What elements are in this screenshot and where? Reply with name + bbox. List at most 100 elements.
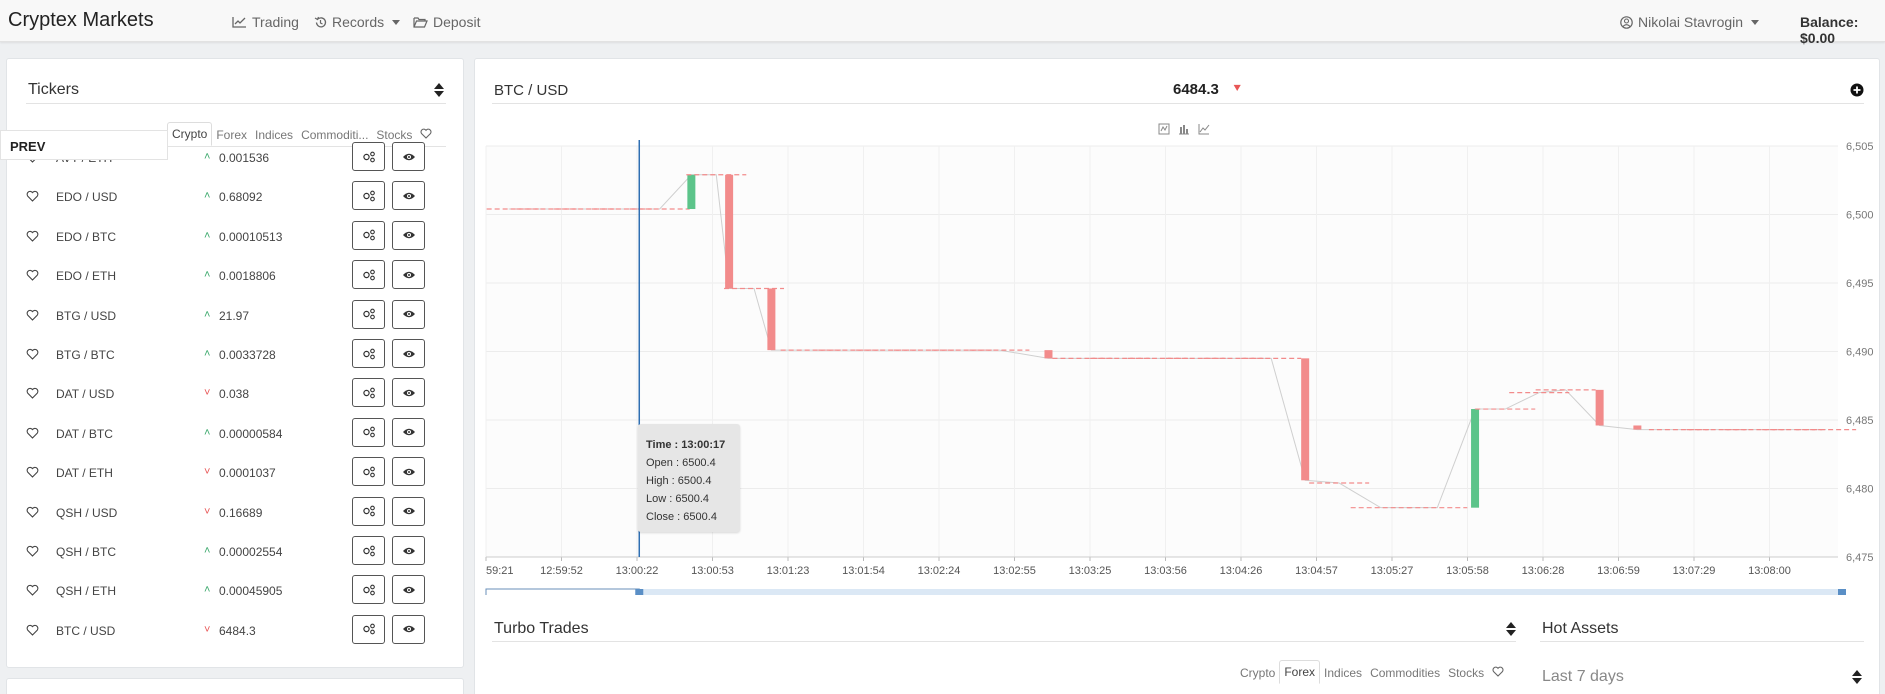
- x-tick-label: 13:03:25: [1069, 565, 1112, 577]
- settings-button[interactable]: [352, 260, 385, 290]
- nav-trading[interactable]: Trading: [232, 14, 299, 30]
- ticker-row[interactable]: EDO / USD ˄ 0.68092: [26, 179, 426, 215]
- gears-icon: [362, 190, 376, 202]
- heart-icon[interactable]: [26, 348, 39, 363]
- watch-button[interactable]: [392, 457, 425, 487]
- ticker-symbol: BTG / USD: [56, 308, 117, 323]
- candle: [767, 288, 776, 351]
- watch-button[interactable]: [392, 220, 425, 250]
- select-arrows-icon[interactable]: [1852, 670, 1862, 684]
- ticker-symbol: EDO / USD: [56, 190, 118, 205]
- tab-favorites[interactable]: [416, 124, 436, 146]
- hot-assets-range-select[interactable]: Last 7 days: [1542, 668, 1624, 685]
- settings-button[interactable]: [352, 299, 385, 329]
- x-tick-label: 13:00:53: [691, 565, 734, 577]
- chevrons-up-icon: ˄: [204, 151, 211, 163]
- ticker-price: 0.00010513: [219, 229, 283, 244]
- chevrons-up-icon: ˄: [204, 269, 211, 282]
- chevron-down-icon: [392, 19, 401, 25]
- settings-button[interactable]: [352, 496, 385, 526]
- ticker-row[interactable]: DAT / ETH ˅ 0.0001037: [26, 455, 426, 491]
- sort-icon[interactable]: [434, 83, 444, 97]
- settings-button[interactable]: [352, 378, 385, 408]
- prev-button[interactable]: PREV: [0, 130, 168, 160]
- tab-stocks[interactable]: Stocks: [376, 128, 413, 142]
- watch-button[interactable]: [392, 142, 425, 171]
- watch-button[interactable]: [392, 614, 425, 644]
- ticker-row[interactable]: EDO / BTC ˄ 0.00010513: [26, 219, 426, 255]
- candle: [1044, 350, 1053, 359]
- nav-records[interactable]: Records: [314, 14, 401, 30]
- eye-icon: [402, 506, 416, 516]
- heart-icon[interactable]: [26, 230, 39, 245]
- tab-favorites[interactable]: [1488, 662, 1508, 684]
- watch-button[interactable]: [392, 378, 425, 408]
- x-tick-label: 13:02:24: [918, 565, 961, 577]
- brand-title[interactable]: Cryptex Markets: [8, 9, 154, 31]
- settings-button[interactable]: [352, 536, 385, 565]
- tab-crypto[interactable]: Crypto: [1240, 666, 1276, 680]
- tab-crypto[interactable]: Crypto: [167, 122, 213, 146]
- eye-icon: [402, 191, 416, 201]
- watch-button[interactable]: [392, 575, 425, 605]
- heart-icon[interactable]: [26, 387, 39, 402]
- tickers-title: Tickers: [28, 81, 79, 98]
- watch-button[interactable]: [392, 260, 425, 290]
- watch-button[interactable]: [392, 299, 425, 329]
- tab-commodities[interactable]: Commodities: [1370, 666, 1441, 680]
- tab-indices[interactable]: Indices: [255, 128, 294, 142]
- heart-icon[interactable]: [26, 584, 39, 599]
- watch-button[interactable]: [392, 181, 425, 211]
- ticker-price: 0.0001037: [219, 466, 276, 481]
- watch-button[interactable]: [392, 417, 425, 447]
- ticker-row[interactable]: BTG / USD ˄ 21.97: [26, 298, 426, 334]
- nav-deposit[interactable]: Deposit: [413, 14, 480, 30]
- tabs-rule: [26, 146, 446, 147]
- tab-forex[interactable]: Forex: [216, 128, 248, 142]
- heart-icon[interactable]: [26, 190, 39, 205]
- x-tick-label: 13:04:57: [1295, 565, 1338, 577]
- tab-commodities[interactable]: Commoditi...: [301, 128, 369, 142]
- chart-type-bar-icon[interactable]: [1178, 123, 1190, 135]
- settings-button[interactable]: [352, 457, 385, 487]
- tab-stocks[interactable]: Stocks: [1448, 666, 1485, 680]
- ticker-row[interactable]: QSH / BTC ˄ 0.00002554: [26, 534, 426, 570]
- heart-icon[interactable]: [26, 309, 39, 324]
- ticker-row[interactable]: DAT / USD ˅ 0.038: [26, 376, 426, 412]
- settings-button[interactable]: [352, 614, 385, 644]
- ticker-row[interactable]: QSH / ETH ˄ 0.00045905: [26, 573, 426, 609]
- tab-forex[interactable]: Forex: [1279, 660, 1321, 684]
- eye-icon: [402, 427, 416, 437]
- chart-type-area-icon[interactable]: [1198, 123, 1210, 135]
- settings-button[interactable]: [352, 575, 385, 605]
- watch-button[interactable]: [392, 536, 425, 565]
- settings-button[interactable]: [352, 181, 385, 211]
- ticker-row[interactable]: BTC / USD ˅ 6484.3: [26, 613, 426, 649]
- ticker-row[interactable]: QSH / USD ˅ 0.16689: [26, 495, 426, 531]
- ticker-symbol: BTG / BTC: [56, 348, 115, 362]
- heart-icon[interactable]: [26, 545, 39, 560]
- heart-icon[interactable]: [26, 427, 39, 442]
- heart-icon[interactable]: [26, 269, 39, 284]
- settings-button[interactable]: [352, 142, 385, 171]
- settings-button[interactable]: [352, 220, 385, 250]
- user-menu[interactable]: Nikolai Stavrogin: [1620, 14, 1760, 30]
- settings-button[interactable]: [352, 417, 385, 447]
- watch-button[interactable]: [392, 339, 425, 368]
- ticker-row[interactable]: EDO / ETH ˄ 0.0018806: [26, 258, 426, 294]
- eye-icon: [402, 467, 416, 477]
- y-tick-label: 6,495: [1846, 278, 1874, 290]
- sort-icon[interactable]: [1506, 622, 1516, 636]
- heart-icon[interactable]: [26, 506, 39, 521]
- watch-button[interactable]: [392, 496, 425, 526]
- chart-type-line-icon[interactable]: [1158, 123, 1170, 135]
- settings-button[interactable]: [352, 339, 385, 368]
- tab-indices[interactable]: Indices: [1324, 666, 1363, 680]
- ticker-row[interactable]: BTG / BTC ˄ 0.0033728: [26, 337, 426, 373]
- add-chart-icon[interactable]: [1850, 83, 1864, 97]
- heart-icon[interactable]: [26, 466, 39, 481]
- heart-icon[interactable]: [26, 624, 39, 639]
- ticker-row[interactable]: DAT / BTC ˄ 0.00000584: [26, 416, 426, 452]
- chevrons-up-icon: ˄: [204, 545, 211, 557]
- ticker-price: 0.00000584: [219, 426, 283, 441]
